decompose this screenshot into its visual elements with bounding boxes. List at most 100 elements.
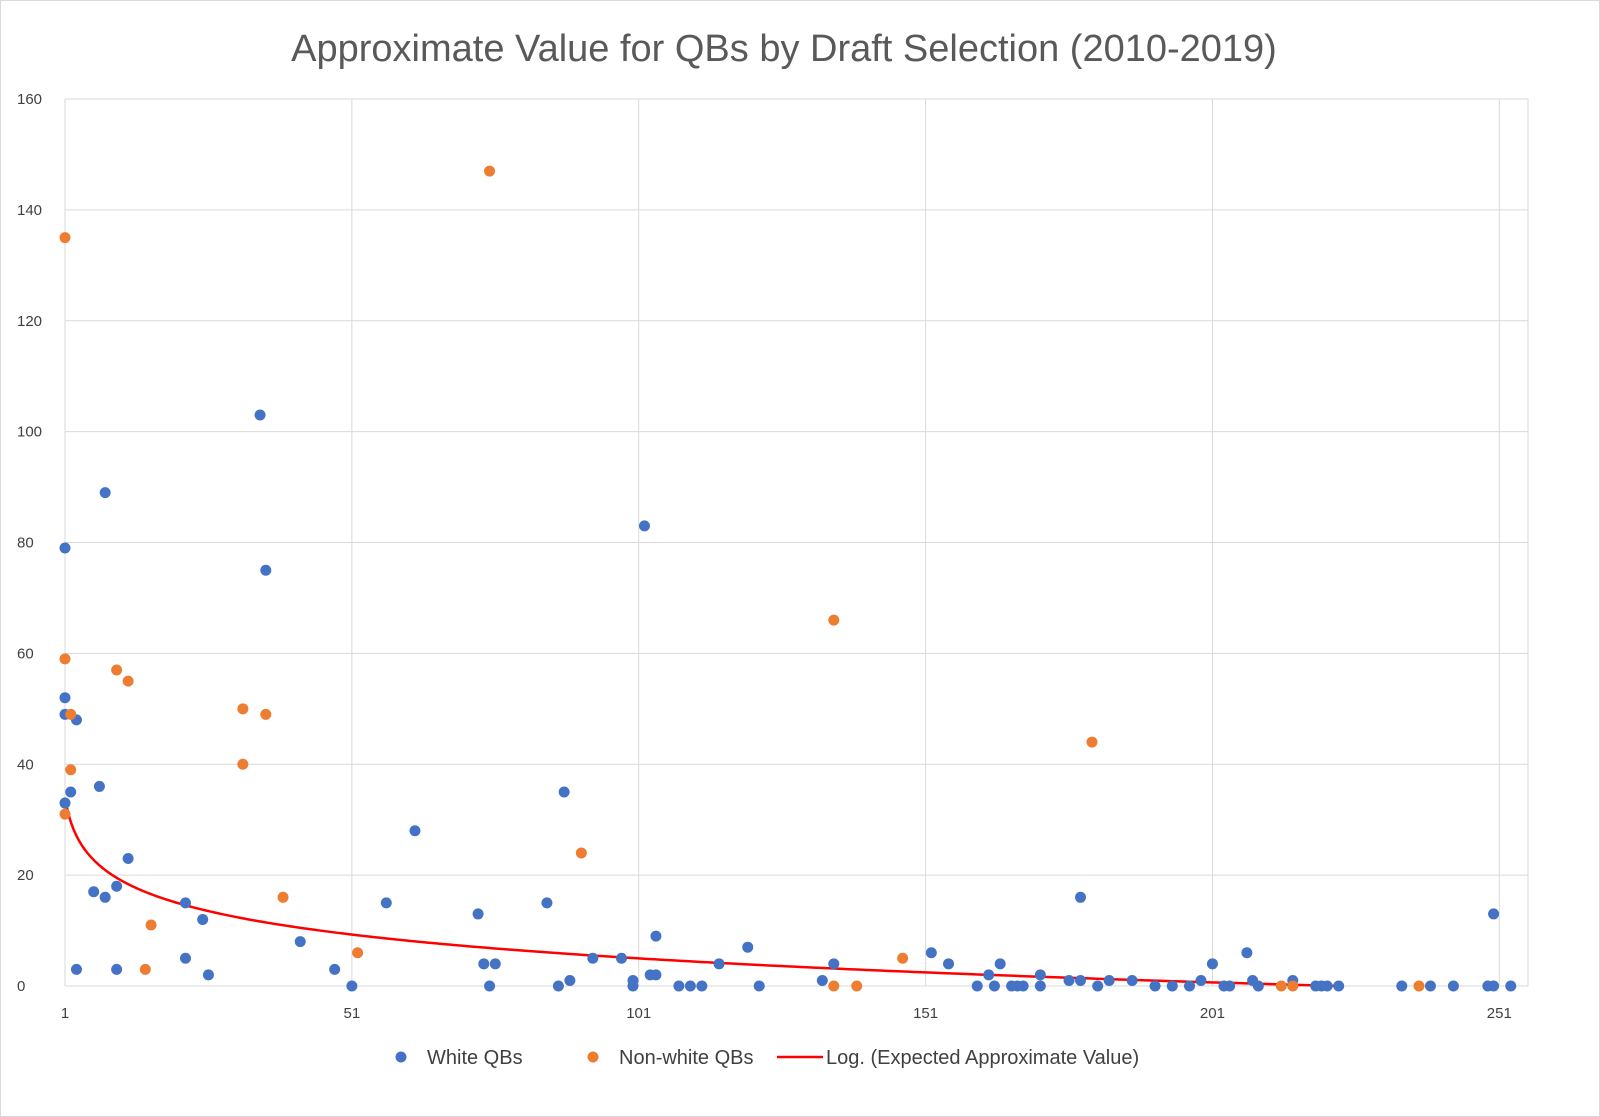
y-tick-label: 100 (17, 424, 42, 441)
white-qb-point (541, 897, 553, 909)
white-qb-point (552, 980, 564, 992)
nonwhite-qb-point (1413, 980, 1425, 992)
white-qb-point (638, 520, 650, 532)
white-qb-point (816, 974, 828, 986)
nonwhite-qb-point (575, 847, 587, 859)
white-qb-point (346, 980, 358, 992)
white-qb-point (650, 930, 662, 942)
trendline (63, 797, 1339, 988)
white-qb-point (70, 963, 82, 975)
white-qb-point (1092, 980, 1104, 992)
nonwhite-qb-point (59, 232, 71, 244)
nonwhite-qb-point (122, 675, 134, 687)
white-qb-point (1126, 974, 1138, 986)
white-qb-point (65, 786, 77, 798)
white-qb-point (1241, 947, 1253, 959)
trendline-layer (63, 797, 1339, 988)
legend: White QBs Non-white QBs Log. (Expected App… (395, 1047, 1139, 1069)
nonwhite-qb-point (145, 919, 157, 931)
white-qb-point (673, 980, 685, 992)
y-tick-label: 140 (17, 202, 42, 219)
x-tick-label: 101 (626, 1005, 651, 1022)
y-tick-label: 80 (17, 535, 34, 552)
nonwhite-qb-point (851, 980, 863, 992)
white-qb-point (1149, 980, 1161, 992)
white-qb-point (742, 941, 754, 953)
white-qb-point (1396, 980, 1408, 992)
white-qb-point (925, 947, 937, 959)
nonwhite-qb-point (260, 708, 272, 720)
nonwhite-qb-point (65, 708, 77, 720)
white-qb-point (93, 780, 105, 792)
white-qb-point (484, 980, 496, 992)
nonwhite-qb-point (484, 165, 496, 177)
white-qb-point (1488, 980, 1500, 992)
white-qb-point (59, 542, 71, 554)
white-qb-point (1206, 958, 1218, 970)
x-tick-label: 201 (1200, 1005, 1225, 1022)
legend-nonwhite-qbs-label: Non-white QBs (619, 1047, 754, 1069)
legend-trendline-label: Log. (Expected Approximate Value) (826, 1047, 1139, 1069)
white-qb-point (713, 958, 725, 970)
x-tick-label: 51 (344, 1005, 361, 1022)
white-qb-point (1333, 980, 1345, 992)
nonwhite-qb-point (59, 653, 71, 665)
white-qb-point (943, 958, 955, 970)
nonwhite-qb-point (59, 808, 71, 820)
nonwhite-qb-point (277, 891, 289, 903)
white-qb-point (988, 980, 1000, 992)
x-tick-label: 1 (61, 1005, 69, 1022)
white-qb-point (1166, 980, 1178, 992)
nonwhite-qb-point (352, 947, 364, 959)
nonwhite-qb-point (111, 664, 123, 676)
white-qb-point (696, 980, 708, 992)
white-qb-point (489, 958, 501, 970)
nonwhite-qb-point (237, 703, 249, 715)
y-tick-label: 160 (17, 91, 42, 108)
white-qb-point (179, 952, 191, 964)
white-qb-point (88, 886, 100, 898)
y-tick-label: 120 (17, 313, 42, 330)
white-qb-point (59, 797, 71, 809)
y-tick-label: 40 (17, 756, 34, 773)
data-points (59, 165, 1517, 992)
white-qb-point (1034, 969, 1046, 981)
white-qb-point (478, 958, 490, 970)
white-qb-point (1252, 980, 1264, 992)
nonwhite-qb-point (139, 963, 151, 975)
white-qb-point (260, 564, 272, 576)
nonwhite-qb-point (1275, 980, 1287, 992)
white-qb-point (627, 980, 639, 992)
white-qb-point (1321, 980, 1333, 992)
white-qb-point (1447, 980, 1459, 992)
white-qb-point (202, 969, 214, 981)
y-tick-label: 0 (17, 978, 25, 995)
white-qb-point (294, 936, 306, 948)
white-qb-point (558, 786, 570, 798)
nonwhite-qb-point (828, 614, 840, 626)
y-tick-label: 60 (17, 645, 34, 662)
white-qb-point (1505, 980, 1517, 992)
white-qb-point (111, 880, 123, 892)
white-qb-point (472, 908, 484, 920)
white-qb-point (99, 487, 111, 499)
nonwhite-qb-point (828, 980, 840, 992)
white-qb-point (99, 891, 111, 903)
white-qb-point (994, 958, 1006, 970)
white-qb-point (587, 952, 599, 964)
white-qb-point (1184, 980, 1196, 992)
white-qb-point (409, 825, 421, 837)
white-qb-point (1034, 980, 1046, 992)
x-tick-label: 151 (913, 1005, 938, 1022)
nonwhite-qb-point (237, 758, 249, 770)
white-qb-point (111, 963, 123, 975)
white-qb-point (59, 692, 71, 704)
x-tick-label: 251 (1487, 1005, 1512, 1022)
y-tick-label: 20 (17, 867, 34, 884)
white-qb-point (1063, 974, 1075, 986)
white-qb-point (122, 852, 134, 864)
white-qb-point (971, 980, 983, 992)
white-qb-point (564, 974, 576, 986)
